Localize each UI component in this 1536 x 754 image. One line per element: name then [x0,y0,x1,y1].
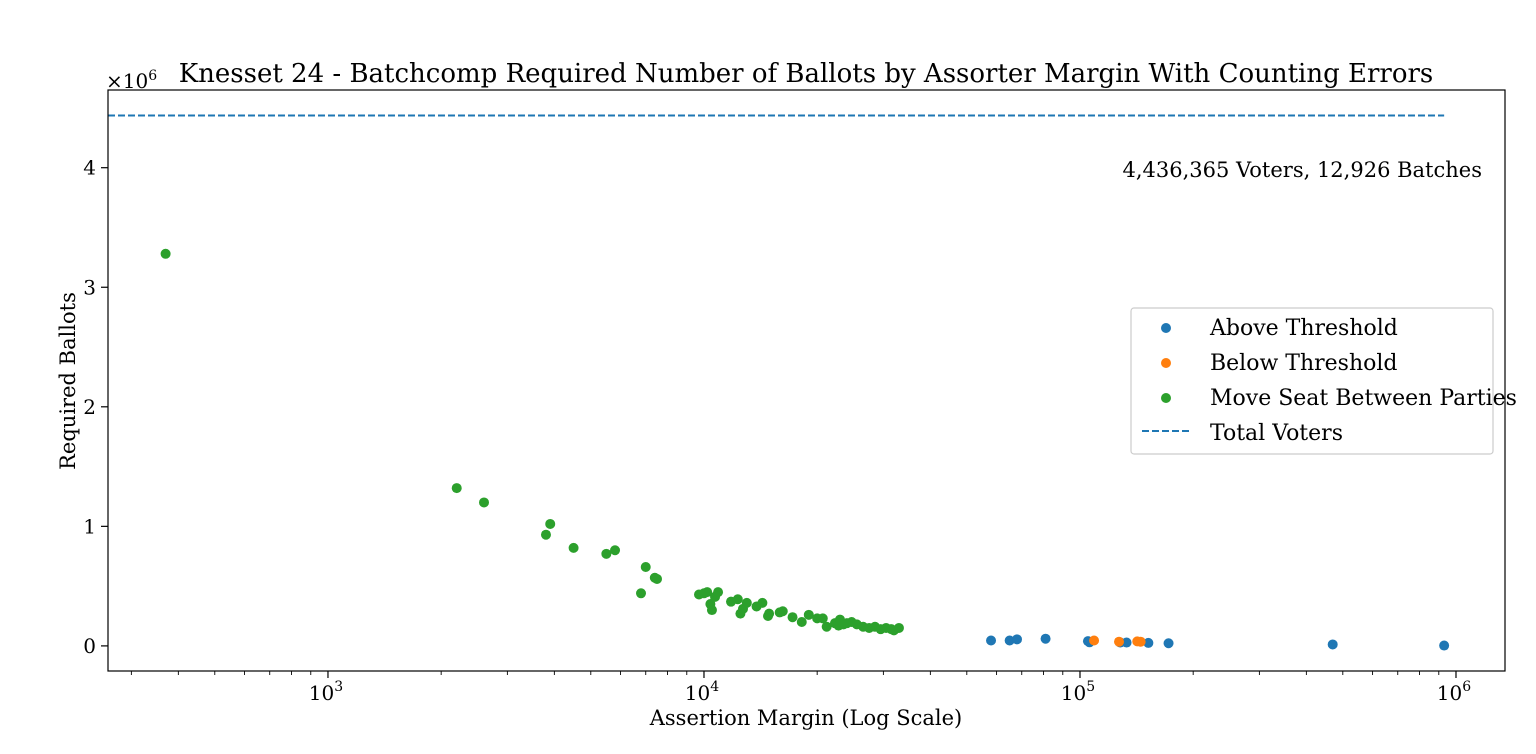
point-move-seat-between-parties [893,622,904,633]
y-axis-multiplier: ×106 [106,68,157,93]
point-below-threshold [1135,636,1146,647]
point-move-seat-between-parties [732,594,743,605]
y-axis-multiplier-exp: 6 [148,68,157,84]
legend-marker-move-seat [1161,393,1171,403]
point-move-seat-between-parties [702,587,713,598]
point-move-seat-between-parties [741,597,752,608]
legend-marker-below-threshold [1161,358,1171,368]
y-tick-label: 4 [83,156,96,180]
x-axis-ticks: 103 104 105 106 [130,671,1471,705]
y-tick-label: 1 [83,514,96,538]
legend-label-total-voters: Total Voters [1210,421,1343,446]
voters-batches-annotation: 4,436,365 Voters, 12,926 Batches [1122,158,1482,182]
chart-title: Knesset 24 - Batchcomp Required Number o… [179,59,1434,89]
point-move-seat-between-parties [545,518,556,529]
x-tick-label-exp: 5 [1086,679,1095,695]
legend-label-move-seat: Move Seat Between Parties [1210,386,1517,411]
x-tick-label-exp: 6 [1462,679,1471,695]
point-below-threshold [1089,635,1100,646]
y-axis-multiplier-base: ×10 [106,69,148,93]
point-move-seat-between-parties [821,621,832,632]
x-tick-label: 105 [1061,679,1095,705]
point-move-seat-between-parties [636,588,647,599]
legend: Above Threshold Below Threshold Move Sea… [1130,307,1517,455]
x-tick-label-base: 10 [309,681,334,705]
y-tick-label: 3 [83,275,96,299]
x-tick-label-exp: 3 [334,679,343,695]
data-points [108,114,1450,651]
point-above-threshold [1163,638,1174,649]
point-move-seat-between-parties [787,612,798,623]
point-move-seat-between-parties [757,597,768,608]
x-tick-label-exp: 4 [710,679,719,695]
x-tick-label-base: 10 [1437,681,1462,705]
x-tick-label-base: 10 [1061,681,1086,705]
legend-label-above-threshold: Above Threshold [1209,316,1398,341]
point-above-threshold [1143,637,1154,648]
point-move-seat-between-parties [479,497,490,508]
point-above-threshold [986,635,997,646]
point-above-threshold [1121,637,1132,648]
point-move-seat-between-parties [640,561,651,572]
point-move-seat-between-parties [803,609,814,620]
y-axis-ticks: 0 1 2 3 4 [83,156,108,658]
legend-box [1130,307,1494,455]
legend-marker-above-threshold [1161,323,1171,333]
point-above-threshold [1439,640,1450,651]
point-above-threshold [1004,635,1015,646]
point-above-threshold [1327,639,1338,650]
point-move-seat-between-parties [817,613,828,624]
point-move-seat-between-parties [601,548,612,559]
x-tick-label: 106 [1437,679,1471,705]
y-tick-label: 0 [83,634,96,658]
point-above-threshold [1040,633,1051,644]
point-above-threshold [1012,634,1023,645]
point-move-seat-between-parties [796,616,807,627]
point-move-seat-between-parties [777,606,788,617]
point-move-seat-between-parties [160,248,171,259]
x-axis-label: Assertion Margin (Log Scale) [649,706,963,730]
y-axis-label: Required Ballots [56,292,80,470]
point-move-seat-between-parties [451,483,462,494]
point-move-seat-between-parties [652,573,663,584]
y-tick-label: 2 [83,395,96,419]
point-move-seat-between-parties [610,545,621,556]
point-move-seat-between-parties [568,542,579,553]
x-tick-label: 104 [685,679,719,705]
x-tick-label-base: 10 [685,681,710,705]
point-move-seat-between-parties [713,587,724,598]
point-move-seat-between-parties [764,608,775,619]
point-move-seat-between-parties [540,529,551,540]
legend-label-below-threshold: Below Threshold [1210,351,1398,376]
x-tick-label: 103 [309,679,343,705]
point-move-seat-between-parties [706,605,717,616]
point-below-threshold [1114,636,1125,647]
plot-frame [107,89,1506,672]
